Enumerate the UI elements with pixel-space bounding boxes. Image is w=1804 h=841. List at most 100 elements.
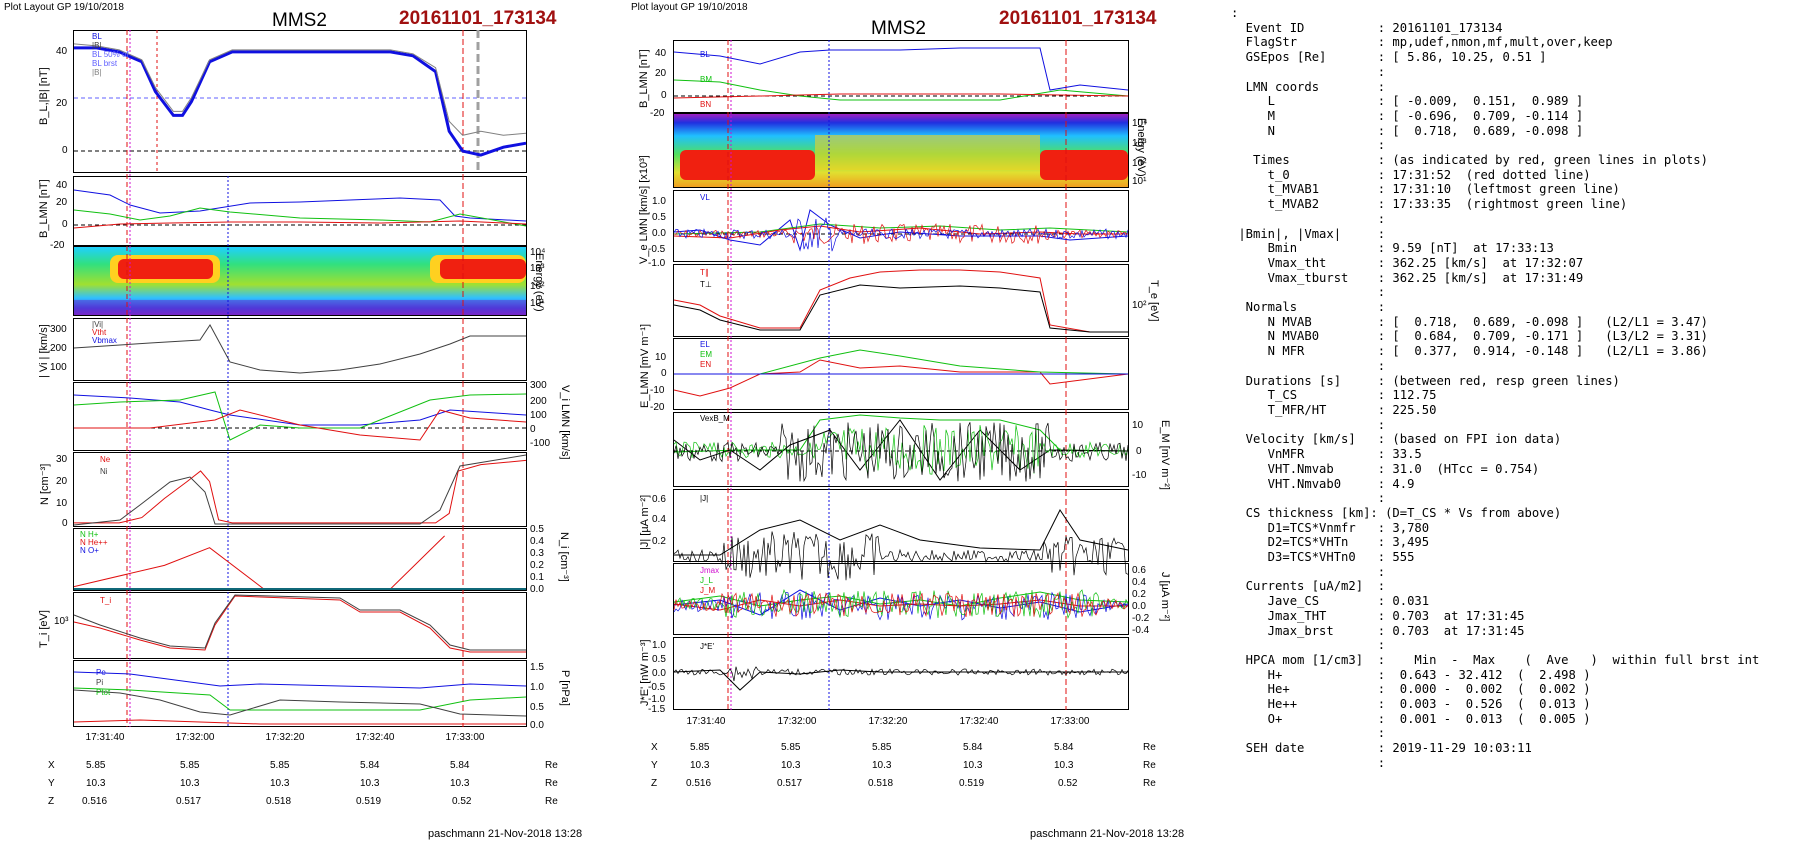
ylabel-left-2: B_LMN [nT] <box>38 179 50 238</box>
ytick: 1.0 <box>652 640 666 651</box>
ytick: 100 <box>50 362 67 373</box>
legend-el: EL <box>700 340 710 349</box>
eph-value: 5.85 <box>690 742 710 753</box>
noise-trace <box>673 217 1129 252</box>
ytick: -20 <box>650 108 665 119</box>
legend-vl: VL <box>700 193 710 202</box>
ytick: -1.0 <box>648 258 666 269</box>
ytick: 0.2 <box>1132 589 1146 600</box>
ytick: 10 <box>56 498 68 509</box>
panel-mid-7 <box>673 489 1129 562</box>
eph-value: 0.519 <box>356 796 382 807</box>
ytick: 0.0 <box>530 584 544 595</box>
ytick: 0.2 <box>530 560 544 571</box>
ytick: 10² <box>1132 300 1147 311</box>
eph-value: 10.3 <box>781 760 801 771</box>
legend-vbmax: Vbmax <box>92 336 117 345</box>
legend-mid-bl: BL <box>700 50 710 59</box>
ytick: 10⁴ <box>530 247 546 258</box>
ytick: -10 <box>650 385 665 396</box>
eph-value: 0.516 <box>82 796 108 807</box>
noise-fills <box>673 217 1129 682</box>
eph-value: 10.3 <box>872 760 892 771</box>
legend-vi: |Vi| <box>92 320 104 329</box>
ytick: 0 <box>1136 446 1142 457</box>
eph-value: 0.52 <box>452 796 472 807</box>
ytick: -1.0 <box>648 694 666 705</box>
eph-unit: Re <box>545 778 558 789</box>
ytick: -0.4 <box>1132 625 1150 636</box>
legend-nhe: N He++ <box>80 538 108 547</box>
ytick: 300 <box>50 324 67 335</box>
ylabel-left-9: P [nPa] <box>559 670 571 706</box>
ytick: -20 <box>50 240 65 251</box>
ylabel-mid-7: |J| [µA m⁻²] <box>639 494 651 550</box>
xtick-mid: 17:32:40 <box>959 716 999 727</box>
ytick: 40 <box>56 46 68 57</box>
eph-value: 10.3 <box>1054 760 1074 771</box>
noise-trace <box>673 223 1129 244</box>
ytick: 0.0 <box>530 720 544 731</box>
ytick: 10 <box>655 352 667 363</box>
xtick-mid: 17:32:00 <box>777 716 817 727</box>
eph-label-y: Y <box>651 760 658 771</box>
ytick: -100 <box>530 438 551 449</box>
panel-left-8 <box>73 592 527 659</box>
eph-value: 0.517 <box>176 796 202 807</box>
ylabel-left-1: B_L,|B| [nT] <box>38 67 50 125</box>
ytick: 0 <box>530 424 536 435</box>
eph-value: 10.3 <box>690 760 710 771</box>
legend-mid-bm: BM <box>700 75 712 84</box>
markers-mid <box>727 40 1067 710</box>
eph-unit: Re <box>1143 778 1156 789</box>
legend-jl: J_L <box>700 576 713 585</box>
legend-jmax: Jmax <box>700 566 720 575</box>
ytick: 0.6 <box>1132 565 1146 576</box>
ytick: 10 <box>1132 420 1144 431</box>
ytick: -10 <box>1132 470 1147 481</box>
markers-left <box>126 30 480 727</box>
ytick: 0.5 <box>530 524 544 535</box>
ytick: -0.2 <box>1132 613 1150 624</box>
eph-value: 10.3 <box>450 778 470 789</box>
event-code-mid: 20161101_173134 <box>999 8 1157 29</box>
legend-mid-bn: BN <box>700 100 712 109</box>
ytick: 20 <box>655 68 667 79</box>
xtick-left: 17:32:20 <box>265 732 305 743</box>
xtick-mid: 17:32:20 <box>868 716 908 727</box>
footer-left: paschmann 21-Nov-2018 13:28 <box>428 828 583 840</box>
spacecraft-title-left: MMS2 <box>272 10 327 31</box>
eph-value: 5.85 <box>872 742 892 753</box>
ytick: 0.6 <box>652 494 666 505</box>
xtick-left: 17:31:40 <box>85 732 125 743</box>
eph-value: 5.85 <box>270 760 290 771</box>
eph-value: 10.3 <box>360 778 380 789</box>
ylabel-left-8: T_i [eV] <box>38 610 50 648</box>
noise-trace <box>673 666 1129 682</box>
eph-label-z: Z <box>48 796 55 807</box>
panel-left-6 <box>73 452 527 527</box>
ylabel-mid-8: J [µA m⁻²] <box>1159 572 1171 622</box>
ytick: 0.0 <box>652 228 666 239</box>
eph-unit: Re <box>545 760 558 771</box>
legend-ni: Ni <box>100 467 108 476</box>
ytick: 10¹ <box>530 298 545 309</box>
legend-pe: Pe <box>96 668 106 677</box>
ytick: 0.5 <box>652 654 666 665</box>
eph-label-x: X <box>48 760 55 771</box>
panel-mid-3 <box>673 190 1129 262</box>
legend-btot2: |B| <box>92 68 102 77</box>
eph-value: 0.518 <box>868 778 894 789</box>
legend-ptot: Ptot <box>96 688 111 697</box>
legend-je: J*E' <box>700 642 714 651</box>
ytick: 0.0 <box>1132 601 1146 612</box>
spectrogram-mid <box>674 114 1128 187</box>
eph-value: 10.3 <box>86 778 106 789</box>
noise-trace <box>673 422 1129 483</box>
noise-trace <box>673 531 1129 581</box>
panel-left-4 <box>73 318 527 381</box>
ytick: 1.0 <box>652 196 666 207</box>
panel-left-7 <box>73 528 527 591</box>
ytick: -1.5 <box>648 704 666 715</box>
ytick: 0.5 <box>530 702 544 713</box>
